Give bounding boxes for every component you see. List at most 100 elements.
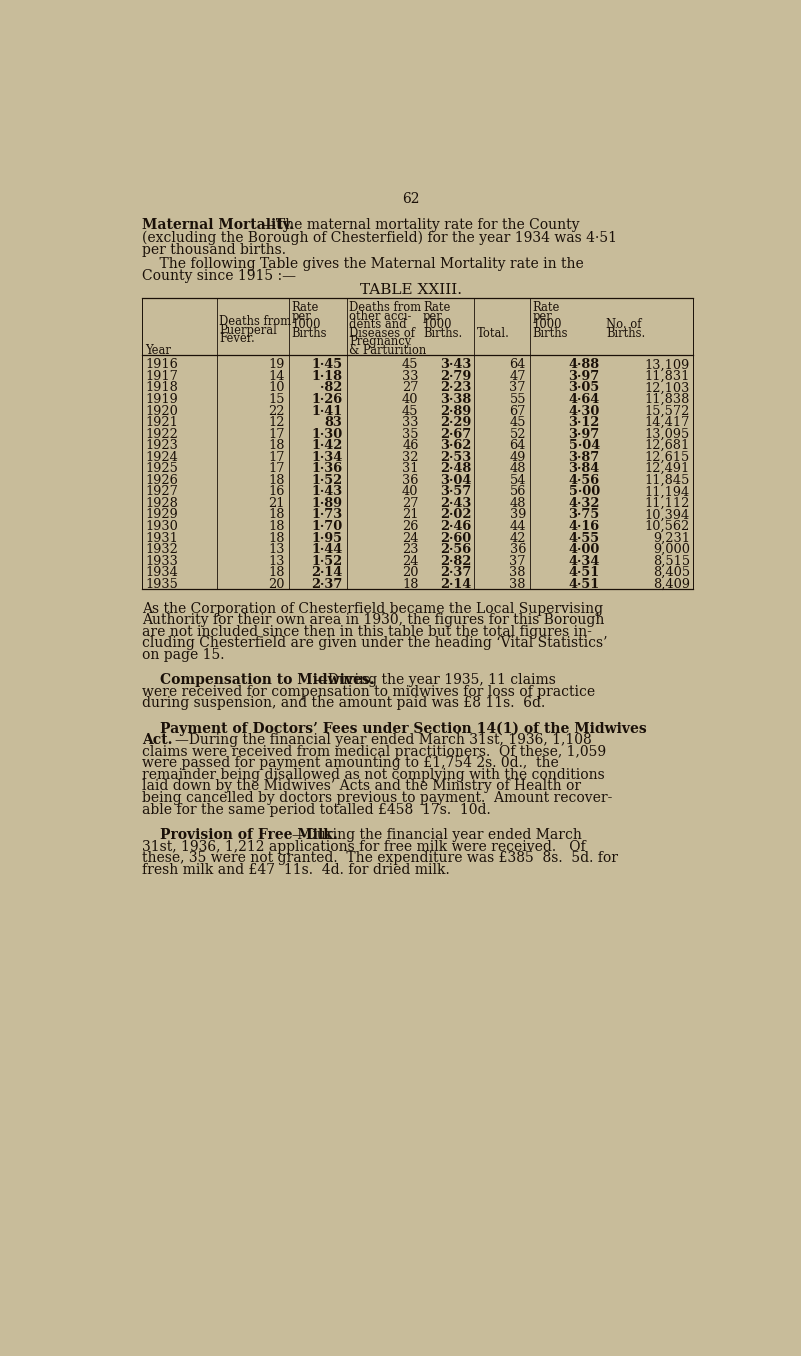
Text: Deaths from: Deaths from xyxy=(219,315,292,328)
Text: 2·14: 2·14 xyxy=(311,567,342,579)
Text: 4·64: 4·64 xyxy=(569,393,600,405)
Text: 40: 40 xyxy=(402,393,419,405)
Text: 2·79: 2·79 xyxy=(440,370,471,382)
Text: 35: 35 xyxy=(402,427,419,441)
Text: 45: 45 xyxy=(402,358,419,372)
Text: 12,103: 12,103 xyxy=(645,381,690,395)
Text: Rate: Rate xyxy=(423,301,450,315)
Text: 12,615: 12,615 xyxy=(645,450,690,464)
Text: 1·52: 1·52 xyxy=(311,555,342,568)
Text: (excluding the Borough of Chesterfield) for the year 1934 was 4·51: (excluding the Borough of Chesterfield) … xyxy=(143,231,618,245)
Text: claims were received from medical practitioners.  Of these, 1,059: claims were received from medical practi… xyxy=(143,744,606,759)
Text: Rate: Rate xyxy=(532,301,560,315)
Text: 3·05: 3·05 xyxy=(569,381,600,395)
Text: 36: 36 xyxy=(509,544,526,556)
Text: County since 1915 :—: County since 1915 :— xyxy=(143,268,296,283)
Text: 1935: 1935 xyxy=(146,578,179,591)
Text: per: per xyxy=(292,309,311,323)
Text: 10: 10 xyxy=(268,381,284,395)
Text: 2·46: 2·46 xyxy=(440,519,471,533)
Text: 2·29: 2·29 xyxy=(440,416,471,428)
Text: 1·45: 1·45 xyxy=(311,358,342,372)
Text: 1927: 1927 xyxy=(146,485,179,499)
Text: 1·73: 1·73 xyxy=(311,508,342,522)
Text: 18: 18 xyxy=(268,473,284,487)
Text: cluding Chesterfield are given under the heading ‘Vital Statistics’: cluding Chesterfield are given under the… xyxy=(143,636,608,651)
Text: 1·43: 1·43 xyxy=(311,485,342,499)
Text: 3·43: 3·43 xyxy=(440,358,471,372)
Text: —During the financial year ended March: —During the financial year ended March xyxy=(292,829,582,842)
Text: on page 15.: on page 15. xyxy=(143,648,225,662)
Text: 8,409: 8,409 xyxy=(653,578,690,591)
Text: 8,405: 8,405 xyxy=(653,567,690,579)
Text: 8,515: 8,515 xyxy=(653,555,690,568)
Text: 4·32: 4·32 xyxy=(569,496,600,510)
Text: 1926: 1926 xyxy=(146,473,178,487)
Text: being cancelled by doctors previous to payment.  Amount recover-: being cancelled by doctors previous to p… xyxy=(143,791,613,805)
Text: 13: 13 xyxy=(268,555,284,568)
Text: 47: 47 xyxy=(509,370,526,382)
Text: 4·51: 4·51 xyxy=(569,578,600,591)
Text: 4·16: 4·16 xyxy=(569,519,600,533)
Text: Deaths from: Deaths from xyxy=(349,301,421,315)
Text: Payment of Doctors’ Fees under Section 14(1) of the Midwives: Payment of Doctors’ Fees under Section 1… xyxy=(159,721,646,736)
Text: 18: 18 xyxy=(268,508,284,522)
Text: 1·26: 1·26 xyxy=(311,393,342,405)
Text: 19: 19 xyxy=(268,358,284,372)
Text: 3·12: 3·12 xyxy=(569,416,600,428)
Text: 9,231: 9,231 xyxy=(653,532,690,545)
Text: 55: 55 xyxy=(509,393,526,405)
Text: 20: 20 xyxy=(268,578,284,591)
Text: 1925: 1925 xyxy=(146,462,179,475)
Text: 20: 20 xyxy=(402,567,419,579)
Text: Births.: Births. xyxy=(606,327,646,340)
Text: able for the same period totalled £458  17s.  10d.: able for the same period totalled £458 1… xyxy=(143,803,491,816)
Text: 15,572: 15,572 xyxy=(645,404,690,418)
Text: 1920: 1920 xyxy=(146,404,179,418)
Text: 27: 27 xyxy=(402,381,419,395)
Text: —During the year 1935, 11 claims: —During the year 1935, 11 claims xyxy=(314,673,556,687)
Text: 38: 38 xyxy=(509,567,526,579)
Text: 17: 17 xyxy=(268,450,284,464)
Text: 2·37: 2·37 xyxy=(311,578,342,591)
Text: ·82: ·82 xyxy=(320,381,342,395)
Text: 3·75: 3·75 xyxy=(569,508,600,522)
Text: 1000: 1000 xyxy=(423,319,453,331)
Text: Puerperal: Puerperal xyxy=(219,324,277,336)
Text: 13,095: 13,095 xyxy=(645,427,690,441)
Text: 1928: 1928 xyxy=(146,496,179,510)
Text: Births.: Births. xyxy=(423,327,462,340)
Text: —During the financial year ended March 31st, 1936, 1,108: —During the financial year ended March 3… xyxy=(175,734,591,747)
Text: 2·60: 2·60 xyxy=(440,532,471,545)
Text: 16: 16 xyxy=(268,485,284,499)
Text: 1923: 1923 xyxy=(146,439,179,452)
Text: 22: 22 xyxy=(268,404,284,418)
Text: 21: 21 xyxy=(402,508,419,522)
Text: 56: 56 xyxy=(509,485,526,499)
Text: Year: Year xyxy=(146,344,171,358)
Text: per: per xyxy=(423,309,443,323)
Text: 3·84: 3·84 xyxy=(569,462,600,475)
Text: 1917: 1917 xyxy=(146,370,179,382)
Text: As the Corporation of Chesterfield became the Local Supervising: As the Corporation of Chesterfield becam… xyxy=(143,602,603,616)
Text: 4·00: 4·00 xyxy=(569,544,600,556)
Text: Compensation to Midwives.: Compensation to Midwives. xyxy=(159,673,374,687)
Text: 2·23: 2·23 xyxy=(440,381,471,395)
Text: 2·43: 2·43 xyxy=(440,496,471,510)
Text: 13,109: 13,109 xyxy=(645,358,690,372)
Text: 1·41: 1·41 xyxy=(311,404,342,418)
Text: 10,394: 10,394 xyxy=(645,508,690,522)
Text: 1·36: 1·36 xyxy=(311,462,342,475)
Text: laid down by the Midwives’ Acts and the Ministry of Health or: laid down by the Midwives’ Acts and the … xyxy=(143,780,582,793)
Text: 4·34: 4·34 xyxy=(569,555,600,568)
Text: 14: 14 xyxy=(268,370,284,382)
Text: 2·89: 2·89 xyxy=(441,404,471,418)
Text: 3·87: 3·87 xyxy=(569,450,600,464)
Text: 1924: 1924 xyxy=(146,450,179,464)
Text: 33: 33 xyxy=(402,416,419,428)
Text: 3·62: 3·62 xyxy=(440,439,471,452)
Text: 52: 52 xyxy=(509,427,526,441)
Text: 1918: 1918 xyxy=(146,381,179,395)
Text: Pregnancy: Pregnancy xyxy=(349,335,411,348)
Text: 38: 38 xyxy=(509,578,526,591)
